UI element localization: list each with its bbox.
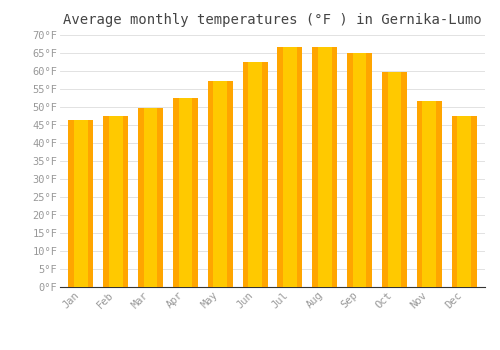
Bar [347, 53, 372, 287]
Bar [278, 47, 302, 287]
FancyBboxPatch shape [352, 53, 366, 287]
FancyBboxPatch shape [214, 81, 227, 287]
Bar [173, 98, 198, 287]
FancyBboxPatch shape [74, 120, 88, 287]
Bar [452, 116, 476, 287]
Title: Average monthly temperatures (°F ) in Gernika-Lumo: Average monthly temperatures (°F ) in Ge… [63, 13, 482, 27]
Bar [208, 81, 233, 287]
Bar [416, 101, 442, 287]
Bar [138, 108, 163, 287]
FancyBboxPatch shape [457, 116, 471, 287]
FancyBboxPatch shape [422, 101, 436, 287]
Bar [382, 72, 407, 287]
FancyBboxPatch shape [283, 47, 297, 287]
FancyBboxPatch shape [109, 116, 122, 287]
FancyBboxPatch shape [388, 72, 402, 287]
Bar [68, 120, 94, 287]
Bar [103, 116, 128, 287]
Bar [312, 47, 338, 287]
FancyBboxPatch shape [178, 98, 192, 287]
Bar [242, 62, 268, 287]
FancyBboxPatch shape [144, 108, 158, 287]
FancyBboxPatch shape [248, 62, 262, 287]
FancyBboxPatch shape [318, 47, 332, 287]
